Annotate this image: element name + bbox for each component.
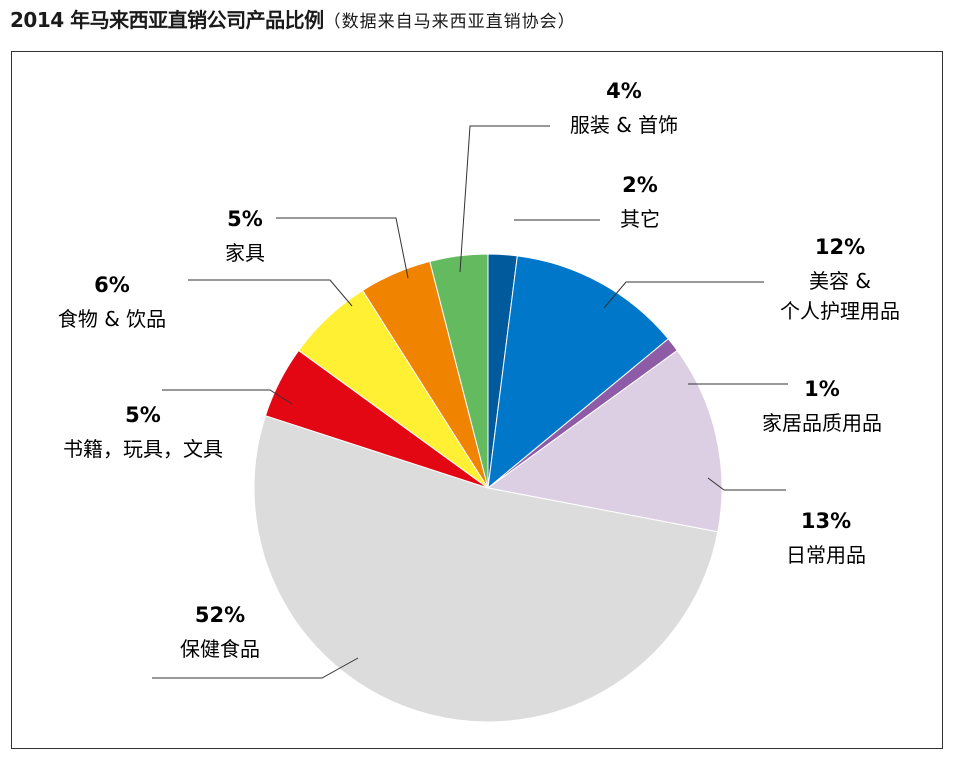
slice-category-label: 个人护理用品 — [780, 299, 900, 323]
chart-header: 2014 年马来西亚直销公司产品比例（数据来自马来西亚直销协会） — [10, 4, 576, 33]
leader-line — [152, 657, 359, 679]
slice-percent-label: 6% — [94, 273, 130, 297]
chart-title: 2014 年马来西亚直销公司产品比例 — [10, 8, 324, 32]
leader-lines — [152, 125, 788, 679]
slice-percent-label: 12% — [815, 235, 865, 259]
slice-labels: 2% 其它 12% 美容 & 个人护理用品 1% 家居品质用品 13% 日常用品 52% 保健食品 5… — [58, 79, 900, 661]
slice-category-label: 美容 & — [809, 269, 871, 293]
pie-slice — [429, 253, 489, 489]
slice-percent-label: 2% — [622, 173, 658, 197]
slice-category-label: 日常用品 — [786, 543, 866, 567]
leader-line — [188, 279, 353, 307]
slice-category-label: 家具 — [225, 241, 265, 265]
slice-percent-label: 13% — [801, 509, 851, 533]
chart-frame — [11, 51, 943, 749]
pie-slice — [253, 415, 719, 723]
slice-category-label: 保健食品 — [180, 637, 260, 661]
slice-category-label: 食物 & 饮品 — [58, 307, 166, 331]
pie-slice — [487, 255, 670, 490]
slice-percent-label: 4% — [606, 79, 642, 103]
slice-category-label: 书籍，玩具，文具 — [63, 437, 223, 461]
leader-line — [707, 477, 786, 491]
leader-line — [459, 125, 550, 273]
slice-percent-label: 1% — [804, 377, 840, 401]
slice-percent-label: 5% — [227, 207, 263, 231]
pie-slice — [486, 349, 723, 533]
slice-percent-label: 5% — [125, 403, 161, 427]
slice-category-label: 家居品质用品 — [762, 411, 882, 435]
slice-percent-label: 52% — [195, 603, 245, 627]
leader-line — [276, 217, 409, 279]
leader-line — [162, 389, 293, 405]
slice-category-label: 服装 & 首饰 — [570, 113, 678, 137]
chart-subtitle: （数据来自马来西亚直销协会） — [323, 12, 576, 32]
slice-category-label: 其它 — [620, 207, 660, 231]
leader-line — [603, 281, 764, 309]
pie-slices — [253, 253, 723, 723]
